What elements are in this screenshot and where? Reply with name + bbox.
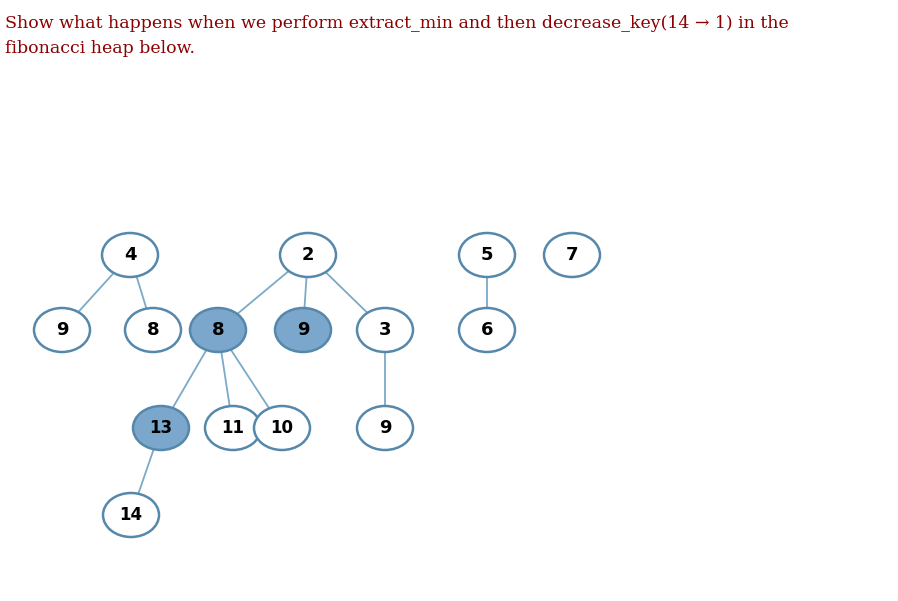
Text: Show what happens when we perform extract_min and then decrease_key(14 → 1) in t: Show what happens when we perform extrac…: [5, 15, 788, 32]
Ellipse shape: [280, 233, 336, 277]
Ellipse shape: [102, 233, 158, 277]
Text: 9: 9: [56, 321, 68, 339]
Ellipse shape: [357, 308, 413, 352]
Ellipse shape: [254, 406, 310, 450]
Text: 11: 11: [222, 419, 244, 437]
Ellipse shape: [275, 308, 331, 352]
Ellipse shape: [357, 406, 413, 450]
Text: 6: 6: [480, 321, 493, 339]
Text: 13: 13: [149, 419, 172, 437]
Ellipse shape: [133, 406, 189, 450]
Ellipse shape: [544, 233, 600, 277]
Text: 3: 3: [379, 321, 392, 339]
Ellipse shape: [459, 233, 515, 277]
Text: 8: 8: [146, 321, 159, 339]
Ellipse shape: [190, 308, 246, 352]
Text: 2: 2: [302, 246, 314, 264]
Text: 9: 9: [379, 419, 392, 437]
Text: 5: 5: [480, 246, 493, 264]
Text: 10: 10: [270, 419, 294, 437]
Ellipse shape: [205, 406, 261, 450]
Text: 4: 4: [124, 246, 136, 264]
Text: fibonacci heap below.: fibonacci heap below.: [5, 40, 195, 57]
Ellipse shape: [103, 493, 159, 537]
Ellipse shape: [34, 308, 90, 352]
Text: 7: 7: [566, 246, 578, 264]
Ellipse shape: [125, 308, 181, 352]
Ellipse shape: [459, 308, 515, 352]
Text: 14: 14: [119, 506, 143, 524]
Text: 9: 9: [296, 321, 309, 339]
Text: 8: 8: [212, 321, 224, 339]
